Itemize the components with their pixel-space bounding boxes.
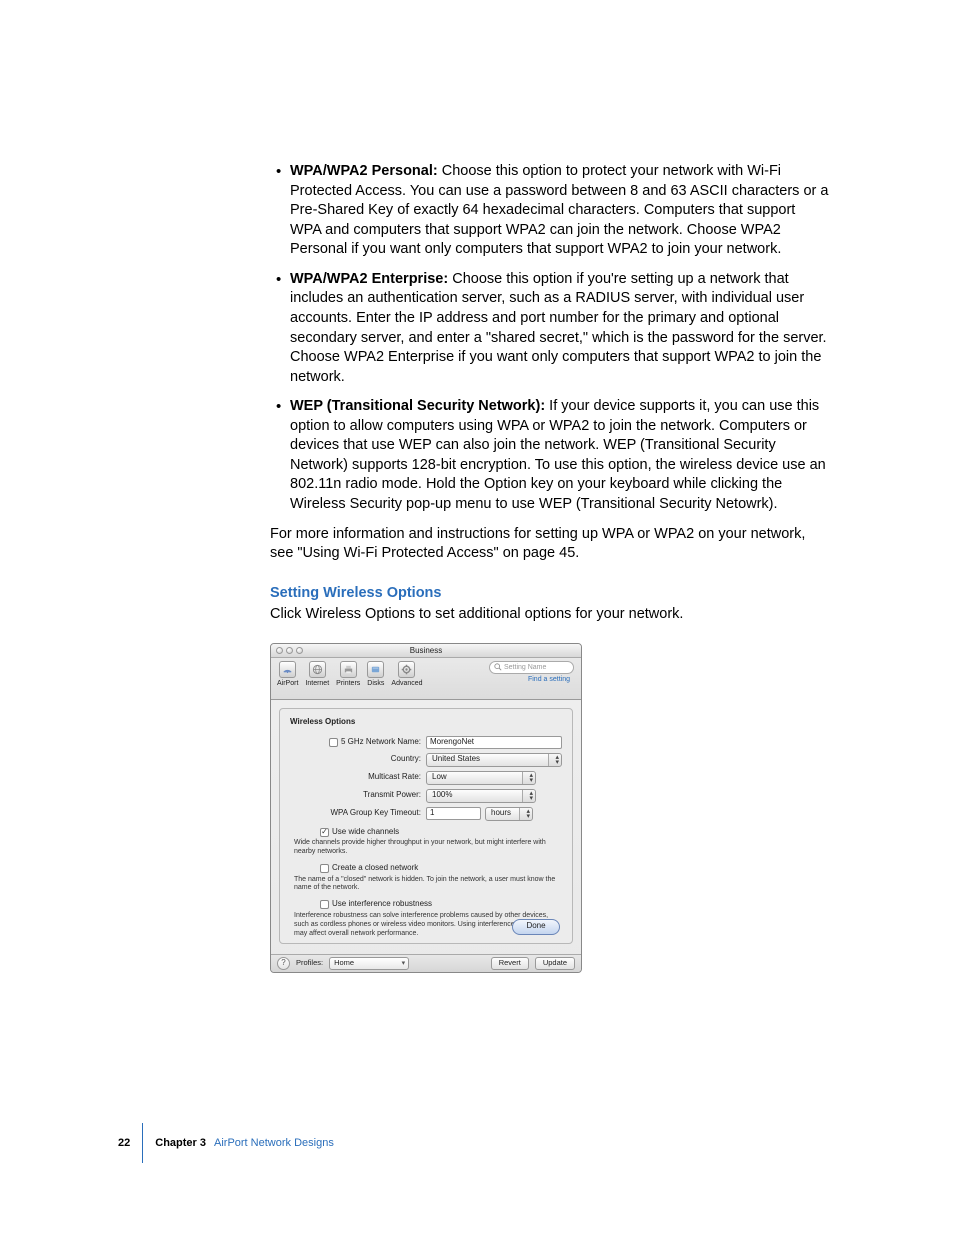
select-power[interactable]: 100%▴▾ [426,789,536,803]
section-heading: Setting Wireless Options [270,584,830,604]
label-5ghz: 5 GHz Network Name: [290,737,426,748]
row-power: Transmit Power: 100%▴▾ [290,789,562,803]
bullet-wep: WEP (Transitional Security Network): If … [290,397,830,514]
toolbar-item-airport[interactable]: AirPort [277,661,298,688]
label-wide-channels: Use wide channels [332,827,399,838]
toolbar-label: Printers [336,679,360,688]
bullet-wpa-enterprise: WPA/WPA2 Enterprise: Choose this option … [290,270,830,387]
search-input[interactable]: Setting Name [489,661,574,674]
label-country: Country: [290,754,426,765]
chapter-title: AirPort Network Designs [214,1136,334,1151]
row-wide-channels: Use wide channels [290,827,562,838]
toolbar-label: Disks [367,679,384,688]
help-button[interactable]: ? [277,957,290,970]
search-placeholder: Setting Name [504,663,546,672]
page-content: WPA/WPA2 Personal: Choose this option to… [270,162,830,973]
bullet-list: WPA/WPA2 Personal: Choose this option to… [270,162,830,515]
globe-icon [309,661,326,678]
toolbar-label: Advanced [391,679,422,688]
select-country[interactable]: United States▴▾ [426,753,562,767]
toolbar: AirPort Internet Printers [271,658,581,700]
gear-icon [398,661,415,678]
row-interference: Use interference robustness [290,899,562,910]
update-button[interactable]: Update [535,957,575,970]
page-footer: 22 Chapter 3 AirPort Network Designs [118,1135,334,1151]
footer-rule [142,1123,143,1163]
checkbox-wide-channels[interactable] [320,828,329,837]
select-profile[interactable]: Home [329,957,409,970]
label-closed-network: Create a closed network [332,863,418,874]
row-wpa-timeout: WPA Group Key Timeout: 1 hours▴▾ [290,807,562,821]
airport-utility-window: Business AirPort Internet [270,643,582,973]
airport-icon [279,661,296,678]
row-multicast: Multicast Rate: Low▴▾ [290,771,562,785]
done-button[interactable]: Done [512,919,560,935]
window-bottombar: ? Profiles: Home Revert Update [271,954,581,972]
window-titlebar: Business [271,644,581,658]
label-multicast: Multicast Rate: [290,772,426,783]
toolbar-label: Internet [305,679,329,688]
bullet-body: If your device supports it, you can use … [290,398,826,512]
close-icon[interactable] [276,647,283,654]
bullet-wpa-personal: WPA/WPA2 Personal: Choose this option to… [290,162,830,260]
traffic-lights[interactable] [276,647,303,654]
help-closed-network: The name of a "closed" network is hidden… [290,876,562,894]
row-5ghz-name: 5 GHz Network Name: MorengoNet [290,736,562,749]
row-country: Country: United States▴▾ [290,753,562,767]
row-closed-network: Create a closed network [290,863,562,874]
toolbar-label: AirPort [277,679,298,688]
disk-icon [367,661,384,678]
label-interference: Use interference robustness [332,899,432,910]
checkbox-interference[interactable] [320,900,329,909]
search-wrap: Setting Name Find a setting [489,661,574,684]
select-wpa-unit[interactable]: hours▴▾ [485,807,533,821]
checkbox-5ghz[interactable] [329,738,338,747]
minimize-icon[interactable] [286,647,293,654]
bullet-title: WEP (Transitional Security Network): [290,398,545,414]
profiles-label: Profiles: [296,958,323,968]
section-body: Click Wireless Options to set additional… [270,605,830,625]
bullet-body: Choose this option if you're setting up … [290,271,827,385]
printer-icon [340,661,357,678]
panel-title: Wireless Options [290,717,562,728]
wireless-options-panel: Wireless Options 5 GHz Network Name: Mor… [279,708,573,944]
more-info-paragraph: For more information and instructions fo… [270,525,830,564]
window-title: Business [410,646,442,655]
find-setting-link[interactable]: Find a setting [528,675,570,684]
select-multicast[interactable]: Low▴▾ [426,771,536,785]
input-wpa-timeout[interactable]: 1 [426,807,481,820]
screenshot-figure: Business AirPort Internet [270,643,582,973]
toolbar-item-disks[interactable]: Disks [367,661,384,688]
input-5ghz-name[interactable]: MorengoNet [426,736,562,749]
bullet-title: WPA/WPA2 Personal: [290,163,438,179]
chapter-label: Chapter 3 [155,1136,206,1151]
search-icon [494,663,502,671]
label-wpa-timeout: WPA Group Key Timeout: [290,808,426,819]
toolbar-item-printers[interactable]: Printers [336,661,360,688]
help-wide-channels: Wide channels provide higher throughput … [290,839,562,857]
toolbar-item-advanced[interactable]: Advanced [391,661,422,688]
revert-button[interactable]: Revert [491,957,529,970]
checkbox-closed-network[interactable] [320,864,329,873]
page-number: 22 [118,1136,130,1151]
zoom-icon[interactable] [296,647,303,654]
toolbar-item-internet[interactable]: Internet [305,661,329,688]
bullet-title: WPA/WPA2 Enterprise: [290,271,448,287]
label-power: Transmit Power: [290,790,426,801]
